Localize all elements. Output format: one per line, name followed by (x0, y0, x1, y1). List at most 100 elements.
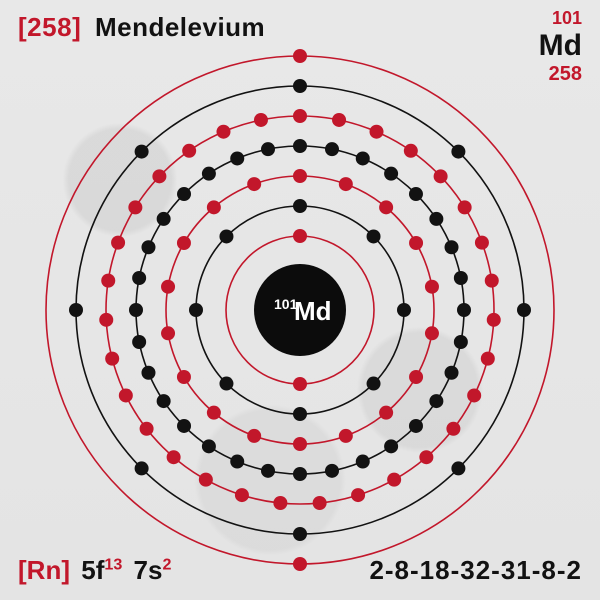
electron (356, 455, 370, 469)
electron (119, 388, 133, 402)
electron (128, 200, 142, 214)
electron (409, 187, 423, 201)
electron (425, 326, 439, 340)
bohr-model (0, 0, 600, 600)
electron (293, 527, 307, 541)
electron (293, 229, 307, 243)
electron (161, 326, 175, 340)
electron (325, 142, 339, 156)
electron (356, 151, 370, 165)
electron (384, 167, 398, 181)
electron (339, 177, 353, 191)
electron (409, 370, 423, 384)
electron (445, 240, 459, 254)
electron (387, 473, 401, 487)
electron (182, 144, 196, 158)
electron (293, 377, 307, 391)
electron (293, 467, 307, 481)
electron (293, 169, 307, 183)
electron (404, 144, 418, 158)
electron (135, 461, 149, 475)
electron (429, 394, 443, 408)
electron (230, 455, 244, 469)
electron (325, 464, 339, 478)
electron (458, 200, 472, 214)
electron (293, 407, 307, 421)
electron (216, 125, 230, 139)
electron (487, 313, 501, 327)
electron (379, 406, 393, 420)
electron (167, 450, 181, 464)
element-diagram: [258] Mendelevium 101 Md 258 [Rn] 5f13 7… (0, 0, 600, 600)
electron (467, 388, 481, 402)
electron (429, 212, 443, 226)
electron (135, 145, 149, 159)
electron (409, 419, 423, 433)
electron (207, 200, 221, 214)
electron (339, 429, 353, 443)
electron (451, 461, 465, 475)
electron (202, 167, 216, 181)
electron (446, 422, 460, 436)
electron (384, 439, 398, 453)
electron (157, 394, 171, 408)
electron (293, 79, 307, 93)
electron (157, 212, 171, 226)
electron (254, 113, 268, 127)
nucleus (254, 264, 346, 356)
electron (202, 439, 216, 453)
electron (247, 177, 261, 191)
electron (69, 303, 83, 317)
electron (293, 139, 307, 153)
electron (370, 125, 384, 139)
electron (177, 419, 191, 433)
electron (219, 229, 233, 243)
electron (485, 274, 499, 288)
electron (261, 464, 275, 478)
electron (247, 429, 261, 443)
electron (261, 142, 275, 156)
electron (481, 352, 495, 366)
electron (189, 303, 203, 317)
electron (105, 352, 119, 366)
electron (177, 236, 191, 250)
electron (517, 303, 531, 317)
electron (332, 113, 346, 127)
electron (132, 335, 146, 349)
electron (457, 303, 471, 317)
electron (141, 240, 155, 254)
electron (177, 187, 191, 201)
electron (293, 199, 307, 213)
electron (273, 496, 287, 510)
electron (379, 200, 393, 214)
electron (454, 271, 468, 285)
electron (235, 488, 249, 502)
electron (454, 335, 468, 349)
electron (111, 236, 125, 250)
electron (451, 145, 465, 159)
electron (434, 169, 448, 183)
electron (129, 303, 143, 317)
electron (445, 366, 459, 380)
electron (367, 229, 381, 243)
electron (397, 303, 411, 317)
electron (207, 406, 221, 420)
electron (161, 280, 175, 294)
electron (367, 377, 381, 391)
electron (293, 437, 307, 451)
electron (409, 236, 423, 250)
electron (101, 274, 115, 288)
electron (313, 496, 327, 510)
electron (140, 422, 154, 436)
electron (293, 49, 307, 63)
electron (293, 109, 307, 123)
electron (219, 377, 233, 391)
electron (132, 271, 146, 285)
electron (475, 236, 489, 250)
electron (293, 557, 307, 571)
electron (351, 488, 365, 502)
electron (199, 473, 213, 487)
electron (425, 280, 439, 294)
electron (177, 370, 191, 384)
electron (99, 313, 113, 327)
